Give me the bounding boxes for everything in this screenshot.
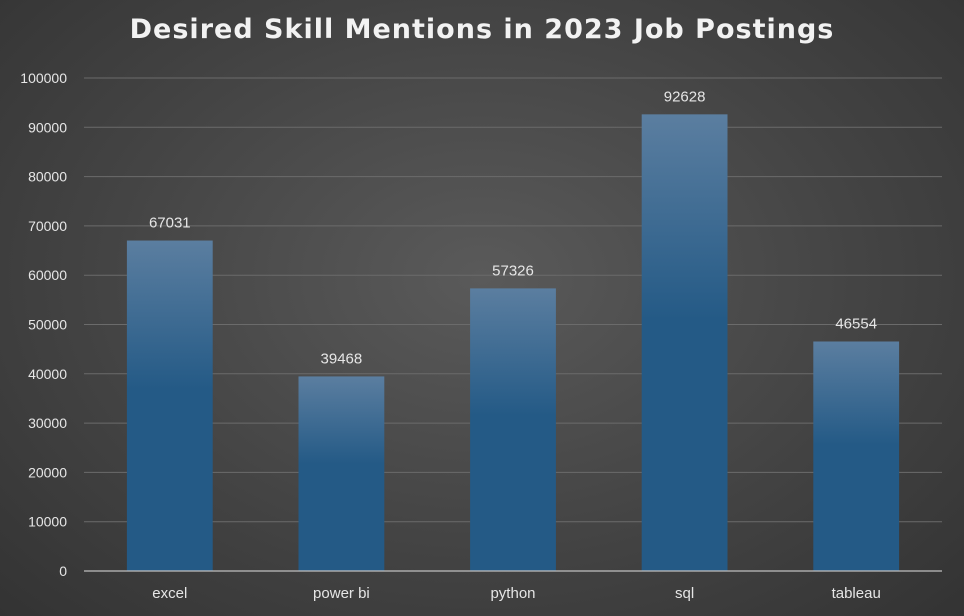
x-category-label: power bi xyxy=(313,585,370,602)
bar-python xyxy=(470,288,556,571)
data-label: 92628 xyxy=(664,88,706,105)
x-category-label: sql xyxy=(675,585,694,602)
y-tick-label: 30000 xyxy=(28,415,67,431)
bar-power-bi xyxy=(298,376,385,571)
x-axis-category-labels: excel power bi python sql tableau xyxy=(152,585,881,602)
y-axis-tick-labels: 0 10000 20000 30000 40000 50000 60000 70000 8000… xyxy=(20,70,67,579)
y-tick-label: 0 xyxy=(59,563,67,579)
y-tick-label: 10000 xyxy=(28,514,67,530)
x-category-label: excel xyxy=(152,585,187,602)
data-label: 67031 xyxy=(149,215,191,232)
data-label: 57326 xyxy=(492,262,534,279)
data-labels: 67031 39468 57326 92628 46554 xyxy=(149,88,877,367)
y-tick-label: 100000 xyxy=(20,70,67,86)
y-tick-label: 40000 xyxy=(28,366,67,382)
bar-tableau xyxy=(813,341,900,571)
bar-sql xyxy=(641,114,728,571)
bars xyxy=(126,114,900,571)
y-tick-label: 90000 xyxy=(28,119,67,135)
x-category-label: tableau xyxy=(832,585,881,602)
y-tick-label: 20000 xyxy=(28,464,67,480)
y-tick-label: 80000 xyxy=(28,169,67,185)
x-category-label: python xyxy=(490,585,535,602)
data-label: 39468 xyxy=(321,350,363,367)
y-tick-label: 70000 xyxy=(28,218,67,234)
y-tick-label: 60000 xyxy=(28,267,67,283)
chart-title: Desired Skill Mentions in 2023 Job Posti… xyxy=(129,14,835,45)
data-label: 46554 xyxy=(835,315,877,332)
bar-excel xyxy=(126,240,213,571)
y-tick-label: 50000 xyxy=(28,317,67,333)
